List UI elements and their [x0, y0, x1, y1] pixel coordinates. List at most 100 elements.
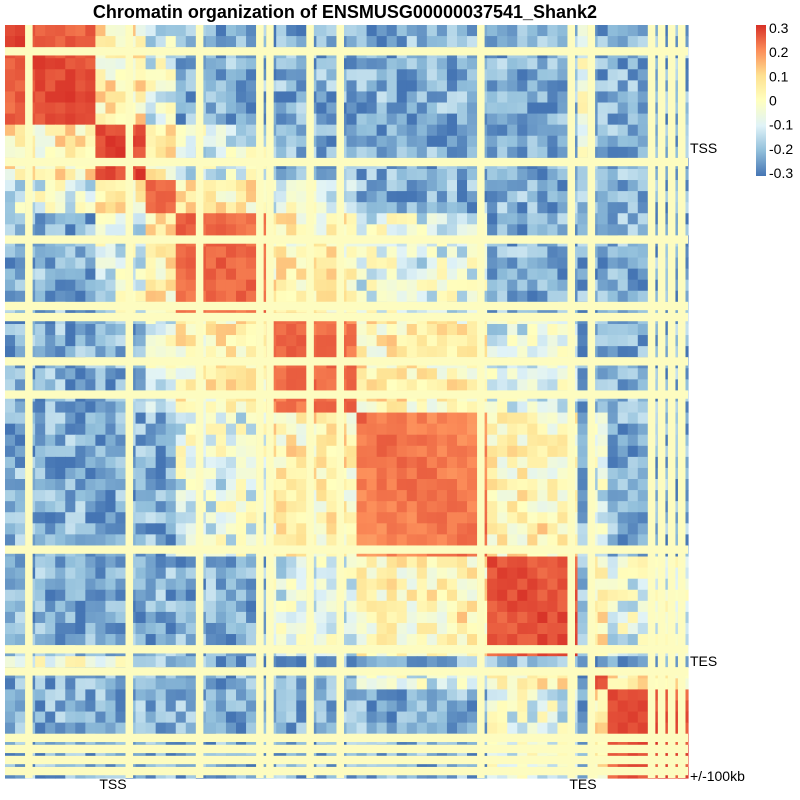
heatmap-cell: [557, 25, 569, 37]
heatmap-cell: [286, 113, 297, 126]
heatmap-cell: [65, 501, 76, 513]
heatmap-cell: [105, 191, 117, 203]
heatmap-cell: [185, 135, 197, 148]
heatmap-cell: [45, 146, 56, 159]
heatmap-cell: [346, 102, 358, 115]
heatmap-cell: [5, 335, 16, 347]
heatmap-cell: [65, 257, 76, 270]
heatmap-cell: [607, 224, 619, 236]
heatmap-cell: [627, 412, 639, 425]
heatmap-cell: [5, 611, 16, 624]
heatmap-cell: [135, 25, 147, 37]
heatmap-cell: [85, 146, 96, 159]
heatmap-cell: [346, 501, 358, 513]
heatmap-cell: [175, 91, 187, 104]
heatmap-cell: [366, 191, 378, 203]
heatmap-cell: [155, 722, 167, 735]
heatmap-cell: [577, 58, 589, 70]
heatmap-cell: [456, 423, 468, 436]
heatmap-cell: [296, 379, 307, 392]
heatmap-cell: [276, 224, 287, 236]
heatmap-cell: [507, 656, 518, 668]
heatmap-cell: [507, 335, 518, 347]
heatmap-cell: [115, 556, 127, 569]
heatmap-cell: [65, 556, 76, 569]
heatmap-cell: [637, 479, 649, 491]
heatmap-cell: [65, 113, 76, 126]
heatmap-cell: [426, 722, 438, 735]
heatmap-cell: [155, 124, 167, 137]
heatmap-cell: [406, 434, 418, 447]
heatmap-cell: [607, 69, 619, 81]
heatmap-cell: [507, 567, 518, 580]
heatmap-cell: [557, 445, 569, 458]
heatmap-cell: [356, 36, 368, 48]
heatmap-cell: [105, 346, 117, 358]
heatmap-cell: [426, 589, 438, 602]
heatmap-cell: [346, 656, 358, 668]
heatmap-cell: [376, 279, 388, 292]
heatmap-cell: [396, 323, 408, 336]
heatmap-cell: [416, 191, 428, 203]
heatmap-cell: [65, 379, 76, 392]
missing-column-band: [587, 25, 596, 778]
heatmap-cell: [246, 146, 257, 159]
heatmap-cell: [85, 124, 96, 137]
heatmap-cell: [346, 180, 358, 192]
heatmap-cell: [115, 146, 127, 159]
heatmap-cell: [5, 102, 16, 115]
heatmap-cell: [185, 567, 197, 580]
heatmap-cell: [55, 279, 66, 292]
legend-tick-label: 0.3: [769, 20, 789, 36]
heatmap-cell: [296, 191, 307, 203]
heatmap-cell: [416, 434, 428, 447]
heatmap-cell: [527, 69, 538, 81]
heatmap-cell: [75, 578, 86, 591]
heatmap-cell: [416, 634, 428, 646]
heatmap-cell: [487, 611, 498, 624]
heatmap-cell: [497, 523, 508, 535]
heatmap-cell: [577, 700, 589, 713]
heatmap-cell: [467, 401, 478, 414]
heatmap-cell: [537, 556, 548, 569]
heatmap-cell: [155, 36, 167, 48]
heatmap-cell: [416, 146, 428, 159]
heatmap-cell: [236, 689, 247, 702]
heatmap-cell: [175, 534, 187, 547]
heatmap-cell: [396, 58, 408, 70]
heatmap-cell: [436, 257, 448, 270]
heatmap-cell: [597, 113, 609, 126]
heatmap-cell: [376, 335, 388, 347]
heatmap-cell: [537, 512, 548, 524]
heatmap-cell: [35, 124, 46, 137]
heatmap-cell: [436, 634, 448, 646]
heatmap-cell: [497, 379, 508, 392]
heatmap-cell: [115, 523, 127, 535]
heatmap-cell: [376, 346, 388, 358]
heatmap-cell: [75, 124, 86, 137]
heatmap-cell: [386, 611, 398, 624]
heatmap-cell: [316, 279, 328, 292]
heatmap-cell: [527, 146, 538, 159]
heatmap-cell: [135, 91, 147, 104]
heatmap-cell: [376, 124, 388, 137]
heatmap-cell: [75, 512, 86, 524]
heatmap-cell: [85, 323, 96, 336]
heatmap-cell: [246, 479, 257, 491]
heatmap-cell: [627, 523, 639, 535]
heatmap-cell: [115, 58, 127, 70]
heatmap-cell: [215, 202, 227, 214]
heatmap-cell: [537, 135, 548, 148]
heatmap-cell: [185, 290, 197, 303]
missing-column-band: [25, 25, 33, 778]
heatmap-cell: [115, 36, 127, 48]
heatmap-cell: [65, 622, 76, 635]
heatmap-cell: [426, 456, 438, 469]
heatmap-cell: [637, 534, 649, 547]
heatmap-cell: [416, 611, 428, 624]
heatmap-cell: [527, 412, 538, 425]
heatmap-cell: [537, 456, 548, 469]
heatmap-cell: [55, 323, 66, 336]
heatmap-cell: [517, 113, 528, 126]
heatmap-cell: [607, 379, 619, 392]
